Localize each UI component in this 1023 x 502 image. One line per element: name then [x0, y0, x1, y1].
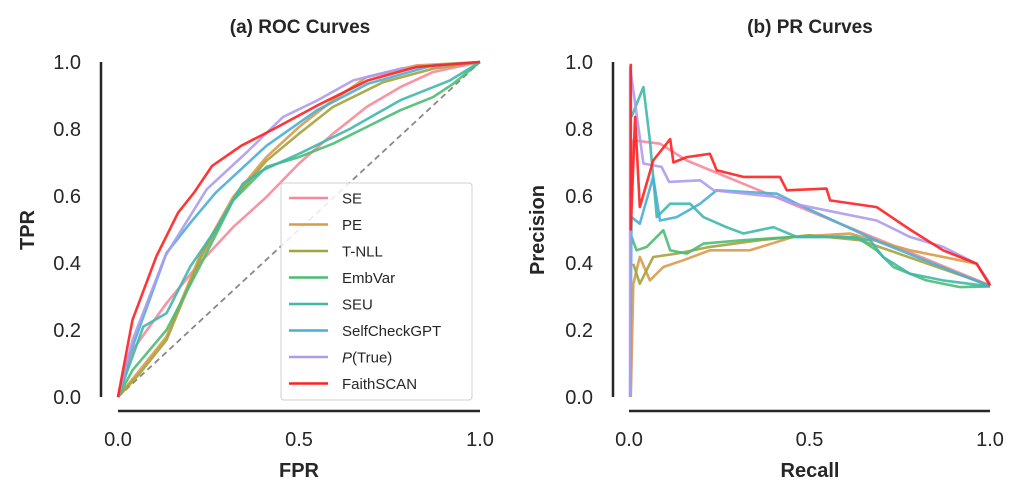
- pr-series-p-true-: [628, 65, 992, 397]
- roc-title: (a) ROC Curves: [230, 17, 370, 38]
- legend-label: PE: [342, 217, 362, 234]
- pr-series-selfcheckgpt: [628, 175, 991, 398]
- roc-y-tick-label: 0.0: [53, 387, 81, 409]
- roc-x-axis-label: FPR: [279, 460, 320, 482]
- pr-series-t-nll: [632, 233, 991, 287]
- legend: SE PE T-NLL EmbVar SEU SelfCheckGPT P(True) Fai…: [280, 182, 473, 401]
- pr-title: (b) PR Curves: [747, 17, 873, 38]
- pr-y-tick-label: 0.4: [565, 253, 593, 275]
- roc-series-t-nll: [117, 60, 481, 398]
- pr-y-tick-label: 1.0: [565, 52, 593, 74]
- pr-series-pe: [629, 232, 992, 398]
- legend-label: SE: [342, 191, 362, 208]
- roc-y-tick-label: 0.2: [53, 320, 81, 342]
- legend-label: SEU: [342, 297, 373, 314]
- roc-x-tick-label: 1.0: [466, 429, 494, 451]
- legend-label: T-NLL: [342, 244, 383, 261]
- legend-label: FaithSCAN: [342, 376, 417, 393]
- roc-panel: (a) ROC Curves FPR TPR 0.0 0.2 0.4 0.6 0.8 1.…: [17, 17, 494, 482]
- pr-x-tick-label: 1.0: [976, 429, 1004, 451]
- pr-x-tick-label: 0.5: [796, 429, 824, 451]
- roc-series-faithscan: [116, 60, 481, 398]
- pr-y-axis-label: Precision: [527, 185, 549, 275]
- roc-series-selfcheckgpt: [116, 60, 481, 398]
- roc-series-embvar: [116, 60, 481, 398]
- pr-series-faithscan: [629, 63, 992, 287]
- roc-y-axis-label: TPR: [17, 209, 39, 250]
- roc-y-tick-label: 1.0: [53, 52, 81, 74]
- pr-x-tick-label: 0.0: [615, 429, 643, 451]
- legend-label: P(True): [342, 350, 392, 367]
- roc-series-se: [116, 60, 481, 398]
- pr-y-tick-label: 0.8: [565, 119, 593, 141]
- pr-y-tick-label: 0.6: [565, 186, 593, 208]
- roc-y-tick-label: 0.8: [53, 119, 81, 141]
- legend-box: [280, 182, 473, 401]
- pr-y-tick-label: 0.2: [565, 320, 593, 342]
- pr-y-tick-label: 0.0: [565, 387, 593, 409]
- pr-panel: (b) PR Curves Recall Precision 0.0 0.2 0.4…: [527, 17, 1004, 482]
- roc-y-tick-label: 0.6: [53, 186, 81, 208]
- pr-x-axis-label: Recall: [781, 460, 840, 482]
- chance-diagonal-line: [117, 61, 481, 398]
- legend-label: EmbVar: [342, 270, 395, 287]
- roc-y-tick-label: 0.4: [53, 253, 81, 275]
- roc-series-seu: [116, 60, 481, 398]
- roc-x-tick-label: 0.5: [285, 429, 313, 451]
- legend-label: SelfCheckGPT: [342, 323, 441, 340]
- roc-x-tick-label: 0.0: [104, 429, 132, 451]
